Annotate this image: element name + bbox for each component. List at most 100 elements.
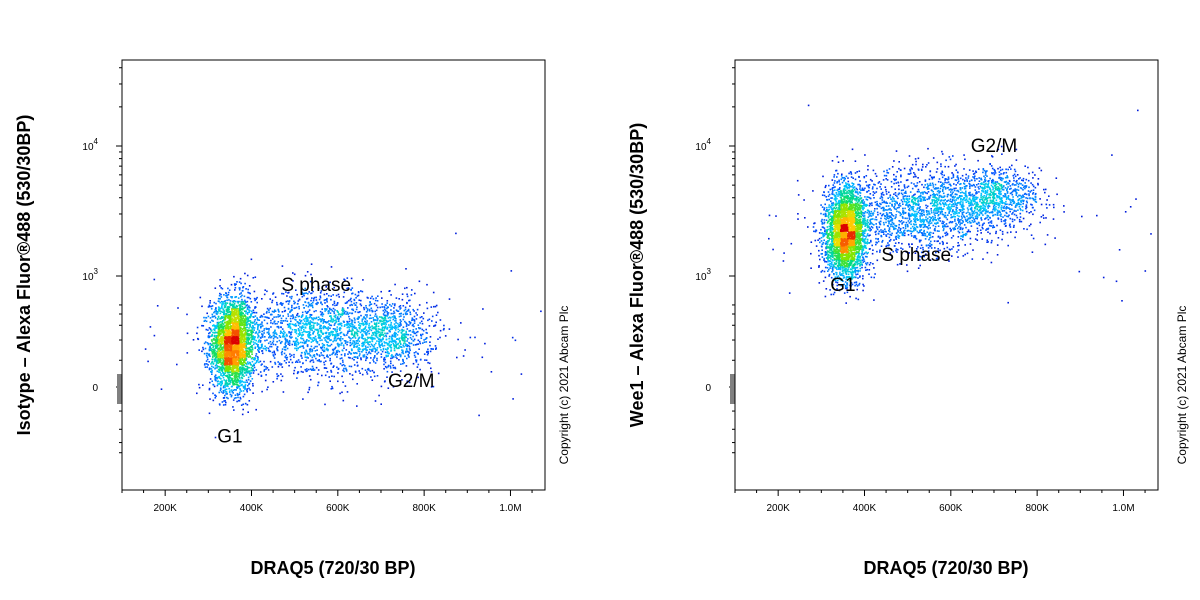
scatter-point	[243, 356, 245, 358]
scatter-point	[270, 343, 272, 346]
scatter-point	[254, 315, 257, 317]
scatter-point	[295, 343, 297, 345]
scatter-point	[233, 321, 235, 324]
scatter-point	[384, 332, 386, 335]
scatter-point	[369, 314, 372, 317]
scatter-point	[304, 326, 307, 328]
scatter-point	[291, 361, 294, 364]
scatter-point	[316, 373, 319, 375]
scatter-point	[249, 380, 252, 382]
scatter-point	[398, 323, 400, 326]
scatter-point	[357, 348, 359, 351]
scatter-point	[343, 291, 346, 294]
scatter-point	[238, 360, 240, 362]
scatter-point	[314, 328, 316, 331]
scatter-point	[393, 347, 396, 349]
scatter-point	[235, 312, 237, 315]
scatter-point	[281, 292, 283, 295]
scatter-point	[252, 311, 254, 314]
scatter-point	[318, 337, 321, 339]
scatter-point	[378, 341, 381, 343]
scatter-point	[347, 322, 350, 325]
scatter-point	[235, 363, 237, 366]
scatter-point	[309, 350, 311, 353]
scatter-point	[404, 339, 406, 341]
scatter-point	[236, 316, 239, 319]
scatter-point	[320, 352, 322, 354]
scatter-point	[245, 316, 247, 318]
scatter-point	[308, 316, 311, 319]
scatter-point	[398, 359, 400, 361]
scatter-point	[358, 322, 361, 325]
scatter-point	[283, 330, 285, 332]
scatter-point	[196, 332, 198, 335]
scatter-point	[315, 303, 317, 305]
scatter-point	[430, 367, 432, 370]
scatter-point	[428, 362, 431, 365]
scatter-point	[333, 338, 336, 340]
scatter-point	[238, 318, 240, 320]
scatter-point	[229, 313, 231, 316]
scatter-point	[385, 319, 387, 322]
scatter-point	[390, 326, 392, 329]
scatter-point	[312, 286, 314, 289]
scatter-point	[220, 378, 222, 380]
scatter-point	[300, 316, 303, 318]
scatter-point	[221, 356, 223, 359]
scatter-point	[423, 339, 425, 341]
scatter-point	[289, 331, 292, 334]
scatter-point	[393, 304, 396, 307]
scatter-point	[354, 370, 357, 373]
scatter-point	[278, 339, 281, 342]
scatter-point	[227, 352, 229, 354]
scatter-point	[327, 321, 329, 323]
scatter-point	[255, 298, 257, 300]
scatter-point	[222, 359, 225, 362]
scatter-point	[210, 363, 212, 365]
scatter-point	[291, 295, 293, 298]
scatter-point	[239, 324, 241, 327]
scatter-point	[236, 381, 239, 384]
scatter-point	[249, 356, 252, 358]
scatter-point	[385, 366, 388, 369]
scatter-point	[362, 322, 364, 324]
scatter-point	[394, 317, 397, 320]
scatter-point	[232, 389, 235, 392]
scatter-point	[289, 326, 292, 329]
scatter-point	[284, 345, 287, 348]
scatter-point	[217, 335, 219, 338]
scatter-point	[396, 322, 399, 325]
scatter-point	[281, 304, 283, 306]
scatter-point	[198, 383, 200, 386]
scatter-point	[411, 331, 414, 333]
scatter-point	[234, 348, 237, 351]
scatter-point	[240, 339, 243, 341]
scatter-point	[280, 330, 282, 333]
scatter-point	[288, 342, 291, 344]
scatter-point	[236, 326, 238, 329]
scatter-point	[337, 318, 340, 321]
scatter-point	[344, 340, 347, 342]
scatter-point	[351, 312, 354, 315]
scatter-point	[417, 343, 419, 345]
scatter-point	[366, 373, 369, 375]
scatter-point	[398, 315, 401, 318]
scatter-point	[229, 371, 231, 374]
scatter-point	[237, 347, 240, 349]
scatter-point	[371, 332, 374, 334]
scatter-point	[372, 317, 374, 319]
scatter-point	[295, 345, 298, 347]
scatter-point	[226, 308, 229, 311]
scatter-point	[236, 384, 239, 386]
scatter-point	[334, 315, 337, 317]
scatter-point	[247, 411, 249, 413]
scatter-point	[224, 317, 227, 320]
scatter-point	[349, 304, 351, 307]
scatter-point	[374, 355, 376, 357]
scatter-point	[243, 306, 246, 309]
scatter-point	[295, 316, 297, 318]
scatter-point	[214, 367, 217, 369]
scatter-point	[326, 371, 329, 373]
scatter-point	[237, 367, 239, 370]
scatter-point	[238, 344, 241, 346]
